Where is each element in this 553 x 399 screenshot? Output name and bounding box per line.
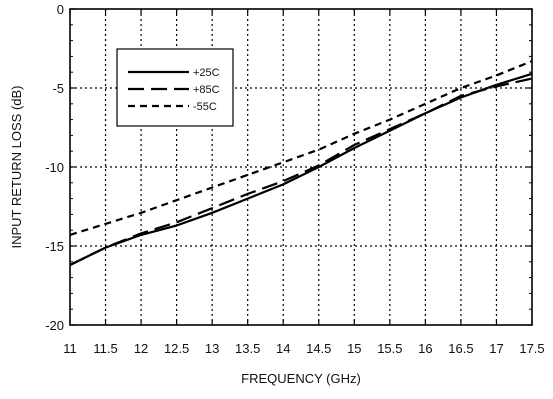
series-lines	[69, 60, 533, 266]
y-tick-label: -10	[45, 160, 64, 175]
x-tick-label: 14.5	[306, 341, 331, 356]
legend-label-2: +85C	[193, 84, 220, 96]
x-tick-label: 11.5	[93, 341, 117, 356]
y-tick-label: -5	[52, 81, 64, 96]
x-tick-label: 17	[489, 341, 503, 356]
legend-label-3: -55C	[193, 101, 217, 113]
x-axis-title: FREQUENCY (GHz)	[241, 371, 361, 386]
legend-label-1: +25C	[193, 67, 220, 79]
x-tick-label: 16	[418, 341, 432, 356]
ticks: 11 11.5 12 12.5 13 13.5 14 14.5 15 15.5 16 16.5 17 17…	[45, 2, 544, 356]
series-line-1	[69, 72, 533, 266]
x-tick-label: 15	[347, 341, 361, 356]
y-tick-label: -15	[45, 239, 64, 254]
x-tick-label: 14	[276, 341, 290, 356]
x-tick-label: 12	[134, 341, 148, 356]
y-tick-label: -20	[45, 318, 64, 333]
x-tick-label: 15.5	[377, 341, 402, 356]
y-tick-label: 0	[57, 2, 64, 17]
legend: +25C +85C -55C	[116, 48, 234, 127]
x-tick-label: 11	[63, 341, 77, 356]
x-tick-label: 13	[205, 341, 219, 356]
series-line-2	[69, 77, 533, 266]
x-tick-label: 13.5	[235, 341, 260, 356]
series-line-3	[69, 60, 533, 236]
x-tick-label: 12.5	[164, 341, 189, 356]
x-tick-label: 16.5	[448, 341, 473, 356]
legend-box	[116, 48, 234, 127]
x-tick-label: 17.5	[519, 341, 544, 356]
y-axis-title: INPUT RETURN LOSS (dB)	[9, 85, 24, 248]
